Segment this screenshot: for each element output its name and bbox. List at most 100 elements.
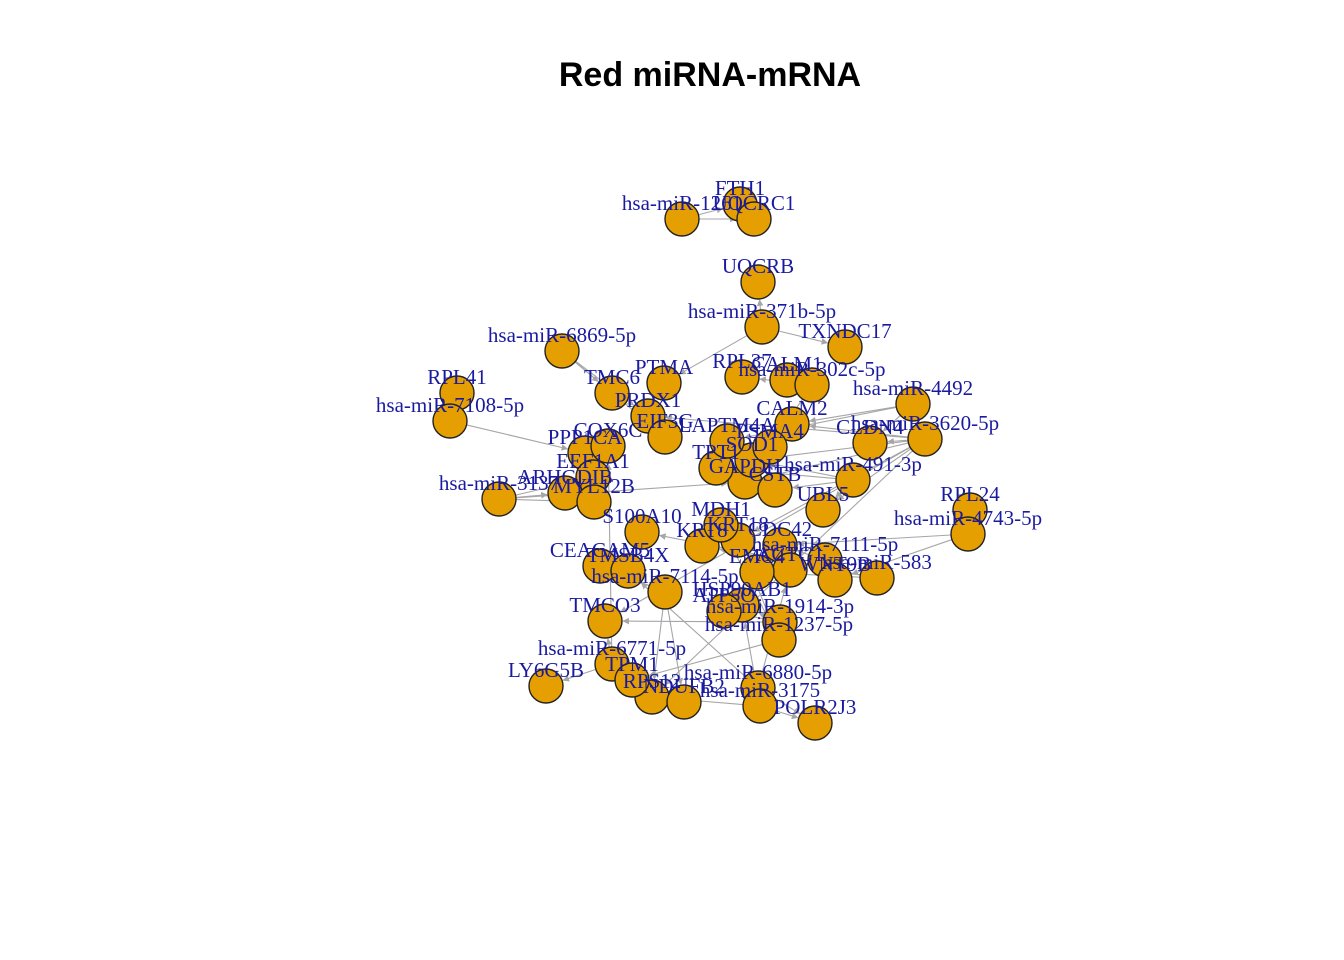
node-eif3g[interactable] (647, 419, 683, 455)
node-label-hsa-mir-7111-5p: hsa-miR-7111-5p (752, 532, 899, 556)
node-rpl37[interactable] (724, 359, 760, 395)
node-label-ly6g5b: LY6G5B (508, 658, 584, 682)
node-label-s100a10: S100A10 (602, 504, 681, 528)
node-label-tmsb4x: TMSB4X (587, 543, 670, 567)
node-label-tmc6: TMC6 (584, 365, 640, 389)
node-label-cstb: CSTB (749, 462, 802, 486)
node-uqcrc1[interactable] (736, 201, 772, 237)
node-hsa-mir-3620-5p[interactable] (907, 421, 943, 457)
node-label-ndufb2: NDUFB2 (643, 674, 725, 698)
node-wnt9b[interactable] (817, 562, 853, 598)
node-polr2j3[interactable] (797, 705, 833, 741)
node-label-hsa-mir-3175: hsa-miR-3175 (700, 678, 820, 702)
node-s100a10[interactable] (624, 514, 660, 550)
node-tmc6[interactable] (594, 375, 630, 411)
edge-hsa-mir-371b-5p-to-uqcrb (756, 299, 764, 311)
node-label-uqcrb: UQCRB (722, 254, 794, 278)
node-label-ptma: PTMA (635, 355, 694, 379)
node-label-psma4: PSMA4 (736, 419, 804, 443)
node-label-calm1: CALM1 (751, 352, 822, 376)
edge-hsa-mir-7114-5p-to-ndufb2 (667, 608, 684, 685)
edge-hsa-mir-3620-5p-to-cldn4 (887, 437, 909, 445)
node-cox6c[interactable] (590, 428, 626, 464)
edge-hsa-mir-7111-5p-to-cdc42 (796, 549, 810, 556)
node-label-hsa-mir-3620-5p: hsa-miR-3620-5p (851, 411, 999, 435)
node-tmsb4x[interactable] (610, 553, 646, 589)
node-hsa-mir-3137[interactable] (481, 481, 517, 517)
node-hsa-mir-7108-5p[interactable] (432, 403, 468, 439)
node-hsa-mir-7114-5p[interactable] (647, 574, 683, 610)
node-label-hsa-mir-4492: hsa-miR-4492 (853, 376, 973, 400)
edge-hsa-mir-1914-3p-to-hsp90ab1 (757, 611, 766, 618)
node-label-eif3g: EIF3G (636, 409, 693, 433)
node-label-krt18: KRT18 (707, 512, 769, 536)
edge-hsa-mir-4492-to-cldn4 (882, 415, 901, 432)
node-label-uqcrc1: UQCRC1 (713, 191, 796, 215)
node-label-tpm1: TPM1 (605, 652, 659, 676)
node-psma4[interactable] (752, 429, 788, 465)
edge-hsa-mir-491-3p-to-sod1 (769, 461, 837, 478)
node-hsa-mir-4743-5p[interactable] (950, 516, 986, 552)
edge-hsa-mir-371b-5p-to-txndc17 (778, 330, 829, 345)
edge-hsa-mir-6880-5p-to-polr2j3 (772, 696, 801, 715)
node-txndc17[interactable] (827, 329, 863, 365)
node-label-rpl37: RPL37 (712, 349, 772, 373)
node-label-cox6c: COX6C (574, 418, 643, 442)
node-label-myl12b: MYL12B (553, 474, 635, 498)
node-label-sod1: SOD1 (726, 432, 779, 456)
node-ptma[interactable] (646, 365, 682, 401)
node-label-rps12: RPS12 (623, 669, 681, 693)
node-hsa-mir-302c-5p[interactable] (794, 367, 830, 403)
node-hsa-mir-491-3p[interactable] (835, 462, 871, 498)
edge-hsa-mir-3175-to-polr2j3 (776, 710, 799, 720)
node-ndufb2[interactable] (666, 684, 702, 720)
node-hsa-mir-1237-5p[interactable] (761, 622, 797, 658)
edge-hsa-mir-7108-5p-to-ppp1ca (466, 424, 569, 451)
node-hsa-mir-3175[interactable] (742, 688, 778, 724)
node-label-cldn4: CLDN4 (836, 415, 904, 439)
edge-hsa-mir-7114-5p-to-rps12 (651, 608, 664, 680)
edge-hsa-mir-371b-5p-to-ptma (679, 334, 748, 375)
node-uqcrb[interactable] (740, 264, 776, 300)
edge-hsa-mir-4492-to-calm2 (809, 406, 897, 424)
node-tpm1[interactable] (614, 662, 650, 698)
node-cstb[interactable] (757, 472, 793, 508)
node-label-krt8: KRT8 (676, 518, 727, 542)
node-label-hsa-mir-7114-5p: hsa-miR-7114-5p (591, 564, 738, 588)
node-atp5o[interactable] (706, 593, 742, 629)
node-label-tmco3: TMCO3 (569, 593, 640, 617)
node-label-eef1a1: EEF1A1 (556, 449, 630, 473)
edge-hsa-mir-1261-to-fth1 (698, 206, 724, 216)
edge-hsa-mir-6771-5p-to-tmco3 (605, 638, 613, 648)
edge-hsa-mir-491-3p-to-ubl5 (835, 490, 843, 498)
node-label-hsa-mir-583: hsa-miR-583 (822, 550, 932, 574)
node-cldn4[interactable] (852, 425, 888, 461)
node-label-hsa-mir-6869-5p: hsa-miR-6869-5p (488, 323, 636, 347)
node-label-wnt9b: WNT9B (799, 552, 871, 576)
node-hsa-mir-6869-5p[interactable] (544, 333, 580, 369)
node-label-hsa-mir-1914-3p: hsa-miR-1914-3p (706, 594, 854, 618)
node-label-hsa-mir-6880-5p: hsa-miR-6880-5p (684, 660, 832, 684)
node-ly6g5b[interactable] (528, 668, 564, 704)
node-calm2[interactable] (774, 406, 810, 442)
node-hsa-mir-371b-5p[interactable] (744, 309, 780, 345)
node-hsa-mir-583[interactable] (859, 560, 895, 596)
node-emc4[interactable] (739, 554, 775, 590)
node-mdh1[interactable] (703, 507, 739, 543)
node-hsa-mir-4492[interactable] (895, 386, 931, 422)
node-label-txndc17: TXNDC17 (798, 319, 891, 343)
node-tmco3[interactable] (587, 603, 623, 639)
node-label-hsa-mir-371b-5p: hsa-miR-371b-5p (688, 299, 836, 323)
node-label-hsa-mir-1261: hsa-miR-1261 (622, 191, 742, 215)
edge-hsa-mir-6771-5p-to-ly6g5b (562, 668, 597, 682)
edge-hsa-mir-491-3p-to-cstb (792, 481, 837, 491)
node-label-rpl24: RPL24 (940, 482, 1000, 506)
node-laptm4a[interactable] (709, 423, 745, 459)
node-label-prdx1: PRDX1 (615, 388, 682, 412)
node-hsa-mir-1261[interactable] (664, 201, 700, 237)
node-label-ppp1ca: PPP1CA (548, 425, 624, 449)
node-myl12b[interactable] (576, 484, 612, 520)
node-ubl5[interactable] (805, 492, 841, 528)
